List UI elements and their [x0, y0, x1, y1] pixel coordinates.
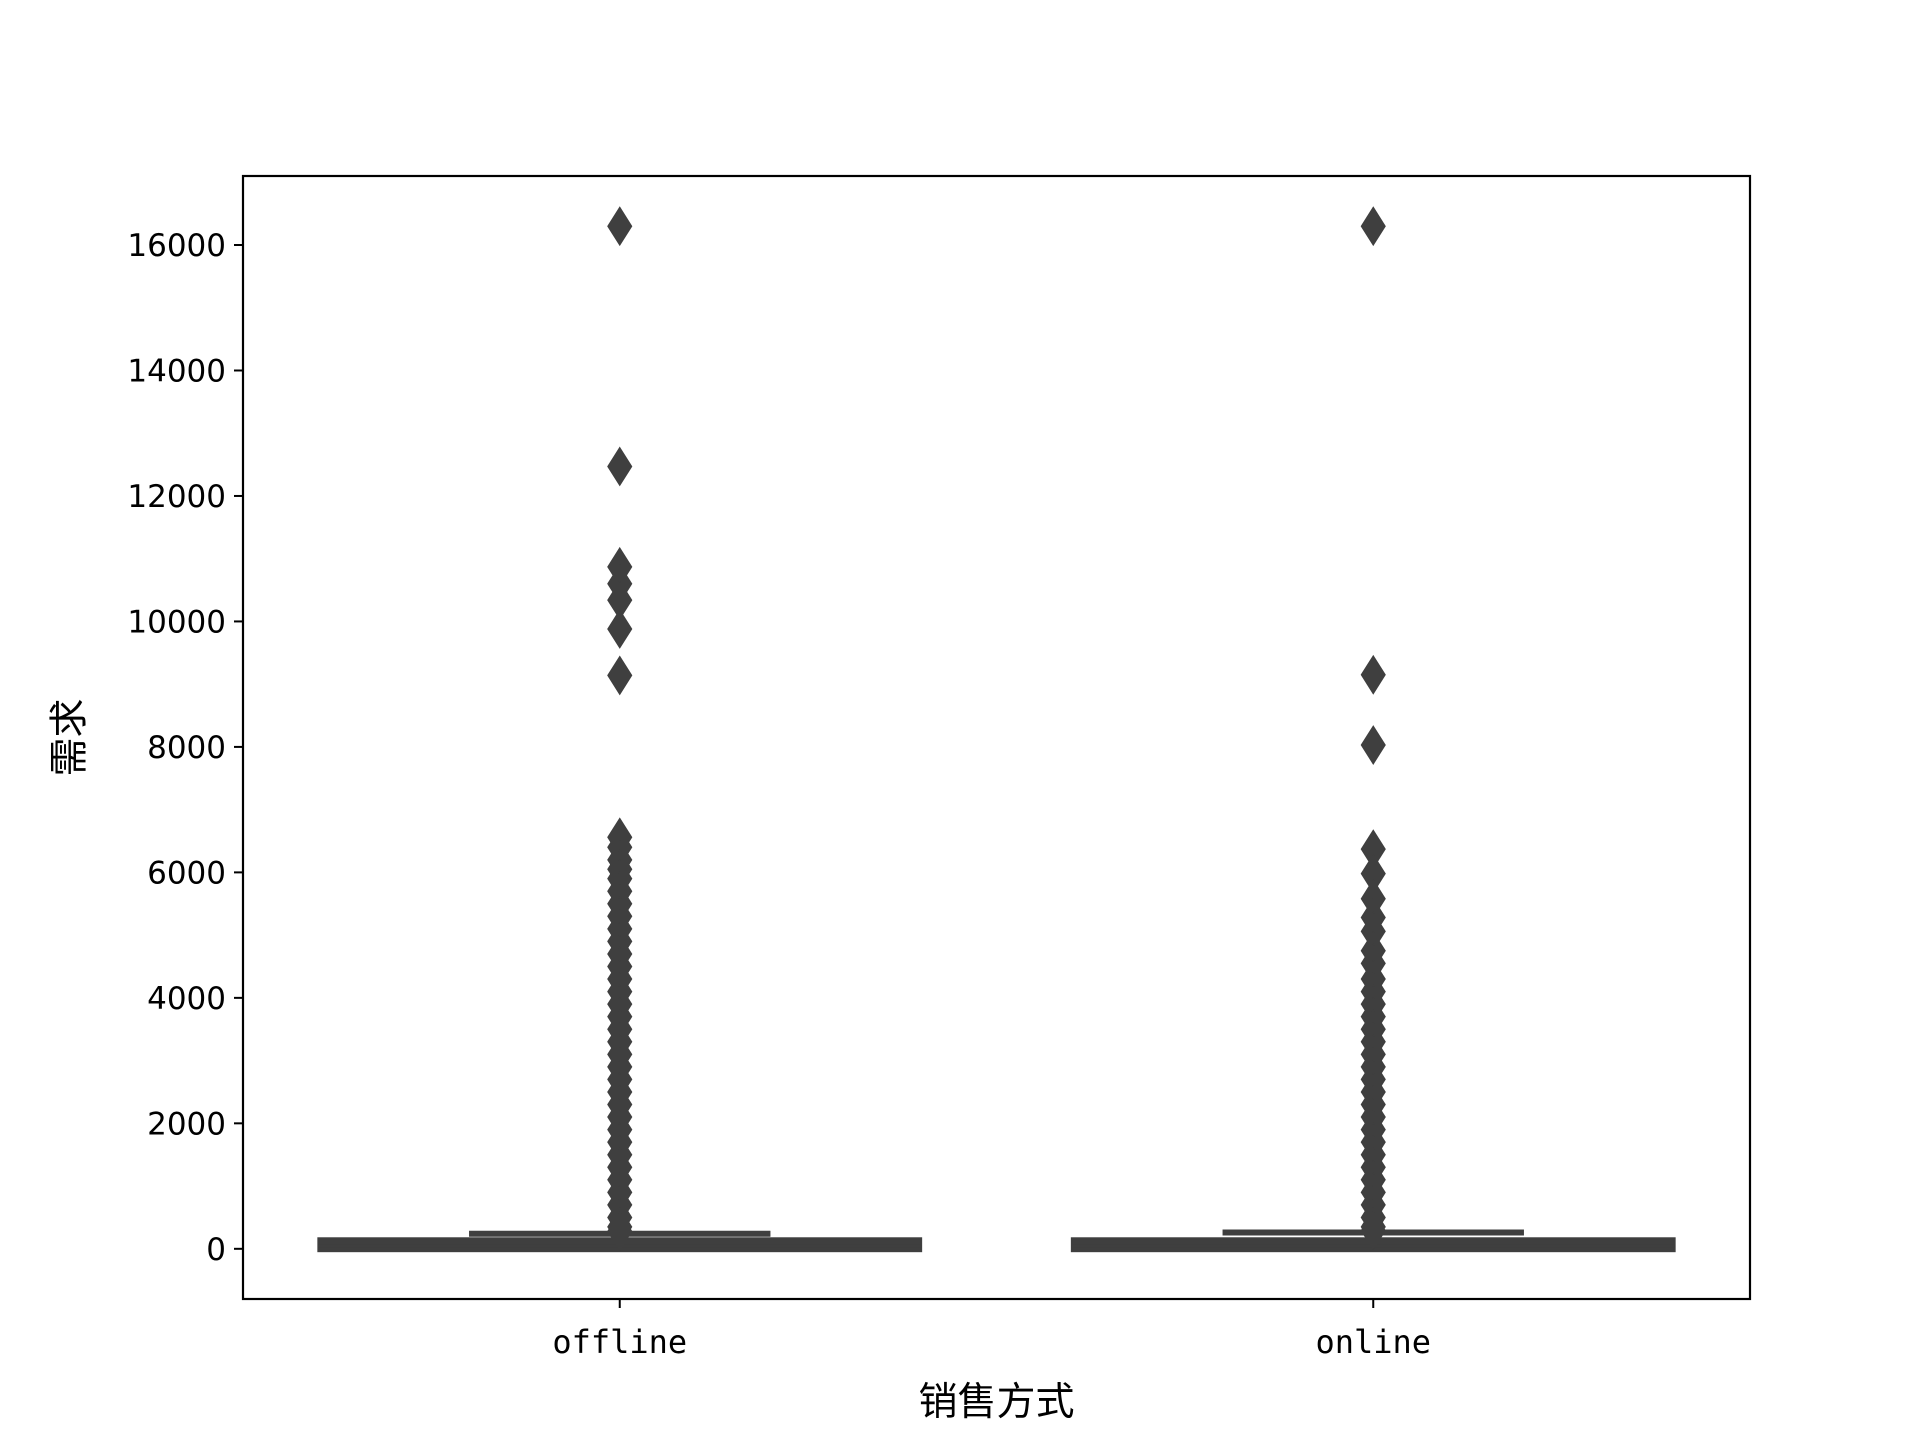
outlier-point: [1360, 1210, 1386, 1251]
outlier-point: [607, 1211, 633, 1252]
y-tick-label: 0: [206, 1232, 226, 1268]
y-axis: 0 2000 4000 6000 8000 10000 12000 14000 16000: [127, 228, 243, 1268]
x-axis-label: 销售方式: [918, 1380, 1074, 1425]
outlier-point: [1360, 206, 1386, 247]
plot-area: [317, 206, 1676, 1253]
y-tick-label: 14000: [127, 353, 226, 389]
y-tick-label: 8000: [147, 730, 226, 766]
x-axis: offline online: [552, 1299, 1431, 1361]
x-tick-label: offline: [552, 1323, 687, 1361]
outlier-point: [1360, 654, 1386, 695]
outlier-point: [1360, 725, 1386, 765]
outlier-point: [607, 609, 633, 649]
outlier-point: [607, 446, 633, 487]
outlier-point: [607, 206, 633, 247]
y-axis-label: 需求: [48, 698, 93, 776]
y-tick-label: 4000: [147, 981, 226, 1017]
axes-frame: [241, 174, 1752, 1301]
y-tick-label: 16000: [127, 228, 226, 264]
outlier-point: [607, 655, 633, 696]
x-tick-label: online: [1315, 1323, 1431, 1361]
y-tick-label: 10000: [127, 604, 226, 640]
y-tick-label: 12000: [127, 479, 226, 515]
y-tick-label: 2000: [147, 1106, 226, 1142]
y-tick-label: 6000: [147, 855, 226, 891]
